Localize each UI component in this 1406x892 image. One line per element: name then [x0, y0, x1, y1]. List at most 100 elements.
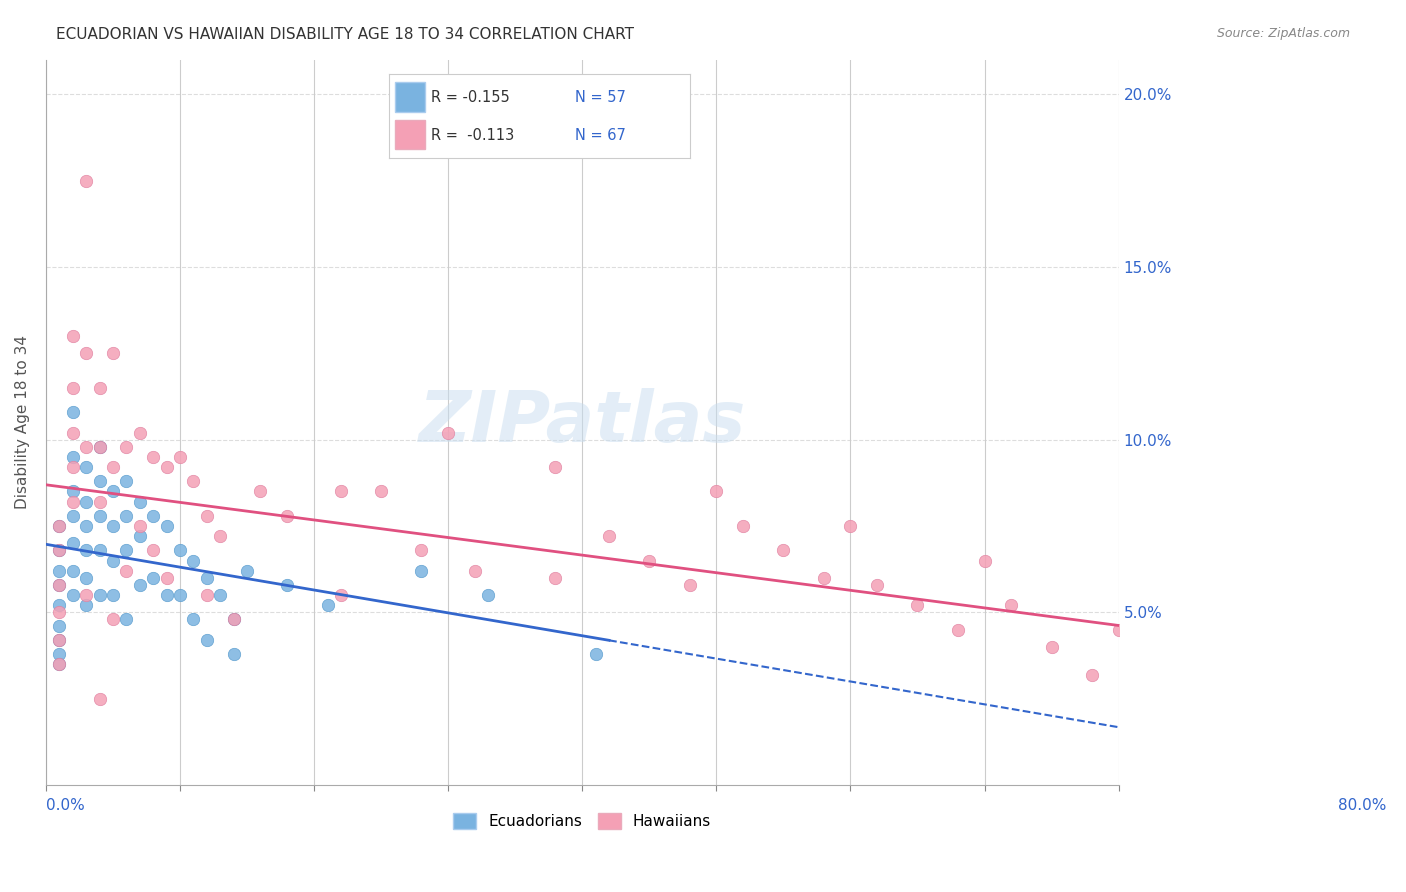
Point — [195, 571, 218, 585]
Point — [89, 543, 111, 558]
Point — [115, 564, 138, 578]
Point — [1081, 667, 1104, 681]
Point — [195, 588, 218, 602]
Point — [156, 571, 179, 585]
Point — [222, 612, 245, 626]
Point — [222, 612, 245, 626]
Y-axis label: Disability Age 18 to 34: Disability Age 18 to 34 — [15, 335, 30, 509]
Point — [276, 508, 298, 523]
Point — [89, 691, 111, 706]
Point — [75, 588, 97, 602]
Point — [75, 460, 97, 475]
Legend: Ecuadorians, Hawaiians: Ecuadorians, Hawaiians — [447, 807, 717, 836]
Point — [156, 588, 179, 602]
Point — [115, 474, 138, 488]
Point — [89, 381, 111, 395]
Point — [169, 450, 191, 464]
Point — [101, 519, 124, 533]
Point — [48, 657, 70, 672]
Point — [101, 612, 124, 626]
Point — [866, 578, 889, 592]
Point — [128, 578, 150, 592]
Point — [62, 405, 84, 419]
Point — [585, 647, 607, 661]
Point — [62, 588, 84, 602]
Text: Source: ZipAtlas.com: Source: ZipAtlas.com — [1216, 27, 1350, 40]
Point — [62, 450, 84, 464]
Point — [62, 508, 84, 523]
Point — [678, 578, 700, 592]
Point — [370, 484, 392, 499]
Point — [437, 425, 460, 440]
Point — [75, 495, 97, 509]
Point — [142, 508, 165, 523]
Point — [276, 578, 298, 592]
Point — [48, 543, 70, 558]
Point — [48, 519, 70, 533]
Point — [48, 632, 70, 647]
Point — [195, 632, 218, 647]
Point — [115, 543, 138, 558]
Point — [75, 599, 97, 613]
Point — [209, 588, 232, 602]
Point — [169, 543, 191, 558]
Point — [329, 588, 352, 602]
Point — [62, 484, 84, 499]
Point — [1108, 623, 1130, 637]
Point — [101, 553, 124, 567]
Point — [128, 519, 150, 533]
Text: 80.0%: 80.0% — [1339, 798, 1386, 814]
Point — [89, 474, 111, 488]
Point — [101, 484, 124, 499]
Point — [48, 599, 70, 613]
Point — [75, 173, 97, 187]
Point — [704, 484, 727, 499]
Point — [48, 519, 70, 533]
Point — [316, 599, 339, 613]
Point — [329, 484, 352, 499]
Point — [222, 647, 245, 661]
Point — [115, 612, 138, 626]
Point — [62, 536, 84, 550]
Point — [1241, 640, 1264, 654]
Point — [156, 460, 179, 475]
Point — [62, 329, 84, 343]
Point — [1000, 599, 1022, 613]
Point — [89, 588, 111, 602]
Point — [249, 484, 271, 499]
Point — [183, 474, 205, 488]
Point — [75, 346, 97, 360]
Point — [142, 571, 165, 585]
Point — [183, 553, 205, 567]
Point — [464, 564, 486, 578]
Point — [62, 381, 84, 395]
Point — [128, 529, 150, 543]
Point — [183, 612, 205, 626]
Point — [128, 495, 150, 509]
Point — [89, 440, 111, 454]
Point — [115, 508, 138, 523]
Text: ECUADORIAN VS HAWAIIAN DISABILITY AGE 18 TO 34 CORRELATION CHART: ECUADORIAN VS HAWAIIAN DISABILITY AGE 18… — [56, 27, 634, 42]
Point — [48, 578, 70, 592]
Point — [101, 346, 124, 360]
Point — [411, 564, 433, 578]
Point — [156, 519, 179, 533]
Point — [48, 632, 70, 647]
Point — [544, 571, 567, 585]
Point — [48, 605, 70, 619]
Point — [62, 495, 84, 509]
Point — [733, 519, 755, 533]
Point — [907, 599, 929, 613]
Text: ZIPatlas: ZIPatlas — [419, 388, 747, 457]
Point — [839, 519, 862, 533]
Point — [544, 460, 567, 475]
Point — [89, 440, 111, 454]
Point — [1040, 640, 1063, 654]
Point — [89, 495, 111, 509]
Point — [477, 588, 499, 602]
Point — [48, 564, 70, 578]
Point — [411, 543, 433, 558]
Point — [813, 571, 835, 585]
Point — [142, 543, 165, 558]
Point — [48, 543, 70, 558]
